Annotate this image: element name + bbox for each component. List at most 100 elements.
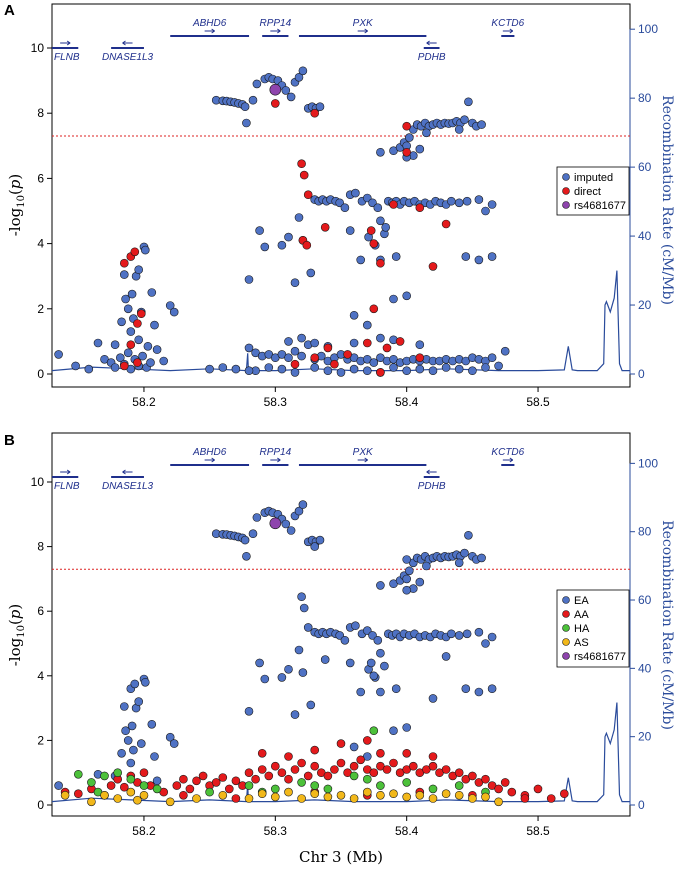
point-b-ea-140 <box>54 781 63 790</box>
point-a-direct-2 <box>120 258 129 268</box>
point-a-imputed-55 <box>286 92 296 102</box>
point-a-direct-27 <box>323 343 333 353</box>
point-b-ea-99 <box>297 592 306 602</box>
point-b-aa-68 <box>257 748 267 758</box>
point-b-as-3 <box>113 794 122 803</box>
point-a-imputed-101 <box>454 198 464 208</box>
gene-label-b-3: RPP14 <box>259 447 291 458</box>
point-b-ea-136 <box>402 555 412 564</box>
point-b-as-17 <box>336 790 346 800</box>
point-b-ea-14 <box>134 697 143 706</box>
y-tick-label-b-4: 8 <box>37 540 44 554</box>
gene-arrowhead-b-5 <box>426 469 430 475</box>
point-b-ea-39 <box>294 506 304 516</box>
point-a-imputed-154 <box>297 351 306 361</box>
point-a-imputed-28 <box>141 245 150 255</box>
point-b-ea-101 <box>303 623 313 632</box>
point-a-imputed-29 <box>143 341 153 351</box>
point-b-ea-112 <box>404 566 414 576</box>
point-b-ea-105 <box>428 694 438 703</box>
point-b-ha-8 <box>270 784 280 794</box>
point-a-direct-8 <box>270 99 280 108</box>
y2-tick-label-a-2: 40 <box>638 229 652 243</box>
x-tick-label-b-1: 58.3 <box>264 824 288 838</box>
point-b-as-29 <box>494 797 503 807</box>
point-a-imputed-205 <box>218 363 228 372</box>
point-a-imputed-136 <box>460 115 469 124</box>
point-b-aa-44 <box>382 765 392 774</box>
point-a-imputed-34 <box>134 265 143 275</box>
point-b-ea-4 <box>126 758 136 768</box>
point-a-imputed-105 <box>487 200 497 209</box>
point-b-ha-0 <box>87 778 96 787</box>
point-b-aa-61 <box>494 784 503 794</box>
point-b-aa-76 <box>179 790 188 800</box>
point-a-imputed-48 <box>252 79 262 89</box>
point-b-aa-39 <box>349 761 359 771</box>
point-b-ha-13 <box>376 781 385 790</box>
point-b-aa-28 <box>277 768 287 778</box>
point-b-ea-10 <box>147 719 157 729</box>
point-a-direct-19 <box>382 343 392 353</box>
point-b-aa-40 <box>356 755 366 765</box>
point-b-as-1 <box>87 797 96 807</box>
point-a-imputed-106 <box>461 252 471 261</box>
y2-tick-label-a-3: 60 <box>638 160 652 174</box>
gene-arrowhead-b-0 <box>66 469 71 475</box>
point-a-imputed-117 <box>376 148 385 157</box>
point-a-imputed-102 <box>462 196 472 206</box>
point-b-ha-15 <box>428 784 438 794</box>
point-a-imputed-209 <box>297 333 306 343</box>
y-tick-label-b-2: 4 <box>37 669 44 683</box>
point-b-as-0 <box>60 790 70 800</box>
point-b-aa-14 <box>185 784 195 794</box>
point-a-direct-15 <box>320 223 330 232</box>
point-a-imputed-68 <box>294 213 304 222</box>
gene-arrowhead-b-1 <box>122 469 126 475</box>
gene-arrowhead-b-3 <box>277 457 281 463</box>
point-a-imputed-188 <box>310 363 320 372</box>
point-b-aa-82 <box>520 794 530 803</box>
point-a-imputed-62 <box>315 102 325 111</box>
x-tick-label-b-3: 58.5 <box>526 824 550 838</box>
y-tick-label-b-3: 6 <box>37 604 44 618</box>
point-a-imputed-145 <box>422 128 431 138</box>
point-a-direct-3 <box>133 319 142 328</box>
point-a-imputed-144 <box>454 125 464 134</box>
point-b-ea-13 <box>169 739 179 748</box>
point-b-aa-75 <box>284 752 293 761</box>
point-b-aa-77 <box>231 794 241 803</box>
point-b-aa-45 <box>389 758 398 768</box>
point-a-imputed-215 <box>349 310 359 320</box>
legend-marker-a-1 <box>562 187 570 195</box>
point-b-aa-24 <box>251 774 260 784</box>
point-a-imputed-58 <box>298 66 308 76</box>
point-a-imputed-0 <box>54 350 63 359</box>
point-a-imputed-214 <box>415 340 425 350</box>
point-a-imputed-199 <box>454 364 464 374</box>
point-a-imputed-32 <box>165 301 175 310</box>
y-tick-label-a-1: 2 <box>37 302 44 316</box>
point-a-direct-18 <box>376 258 385 268</box>
point-a-direct-6 <box>120 361 129 371</box>
point-b-ha-2 <box>113 768 122 778</box>
y2-tick-label-b-3: 60 <box>638 593 652 607</box>
point-a-direct-10 <box>297 159 306 168</box>
point-b-ea-97 <box>391 684 401 694</box>
recombination-line-a <box>51 270 630 372</box>
point-a-imputed-78 <box>340 203 350 212</box>
point-b-ea-133 <box>402 585 412 595</box>
y-tick-label-b-1: 2 <box>37 733 44 747</box>
point-b-as-18 <box>349 794 359 803</box>
point-b-ha-7 <box>244 781 254 790</box>
y-tick-label-a-4: 8 <box>37 106 44 120</box>
gene-arrowhead-a-1 <box>122 40 126 46</box>
point-b-ea-52 <box>298 668 308 677</box>
point-b-as-12 <box>270 792 280 802</box>
point-b-ea-15 <box>127 721 137 731</box>
point-b-ea-50 <box>290 710 300 719</box>
y-axis-title-b: -log10(p) <box>6 604 27 667</box>
point-b-ha-9 <box>297 778 306 787</box>
